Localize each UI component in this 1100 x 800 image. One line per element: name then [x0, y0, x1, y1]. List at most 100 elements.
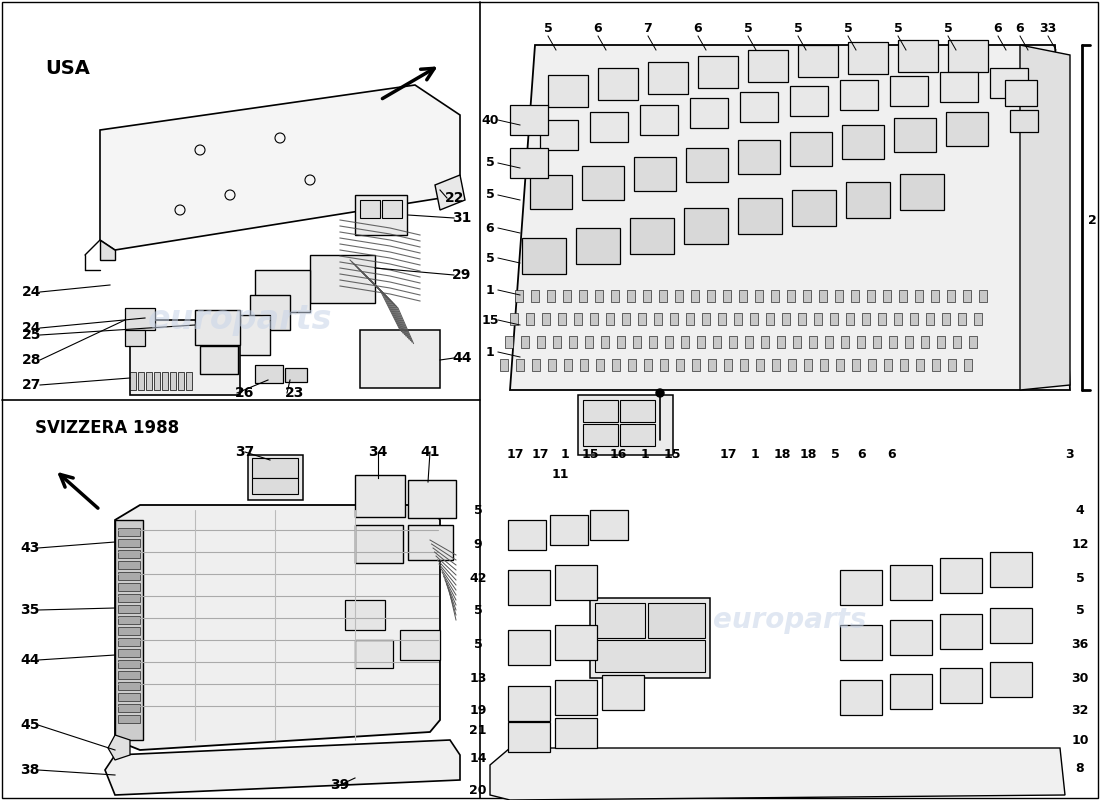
Bar: [508, 570, 550, 605]
Bar: [146, 372, 152, 390]
Bar: [250, 295, 290, 330]
Bar: [964, 359, 972, 371]
Text: 18: 18: [773, 449, 791, 462]
Bar: [803, 290, 811, 302]
Bar: [355, 195, 407, 235]
Bar: [958, 313, 966, 325]
Text: 44: 44: [20, 653, 40, 667]
Bar: [130, 372, 136, 390]
Bar: [846, 182, 890, 218]
Bar: [786, 290, 795, 302]
Bar: [310, 255, 375, 303]
Bar: [595, 640, 705, 672]
Polygon shape: [104, 740, 460, 795]
Bar: [900, 359, 908, 371]
Bar: [556, 625, 597, 660]
Bar: [756, 359, 764, 371]
Bar: [1010, 110, 1038, 132]
Bar: [808, 336, 817, 348]
Bar: [697, 336, 705, 348]
Bar: [583, 400, 618, 422]
Text: 23: 23: [285, 386, 305, 400]
Bar: [508, 630, 550, 665]
Bar: [118, 704, 140, 712]
Bar: [713, 336, 721, 348]
Text: 5: 5: [830, 449, 839, 462]
Bar: [579, 290, 587, 302]
Bar: [547, 290, 556, 302]
Bar: [118, 528, 140, 536]
Bar: [508, 520, 546, 550]
Text: 1: 1: [640, 449, 649, 462]
Bar: [530, 175, 572, 209]
Text: 5: 5: [485, 157, 494, 170]
Bar: [745, 336, 754, 348]
Bar: [788, 359, 796, 371]
Bar: [531, 290, 539, 302]
Text: 20: 20: [470, 783, 486, 797]
Polygon shape: [490, 748, 1065, 800]
Bar: [553, 336, 561, 348]
Text: 15: 15: [482, 314, 498, 326]
Bar: [894, 118, 936, 152]
Bar: [118, 649, 140, 657]
Bar: [550, 515, 588, 545]
Text: 38: 38: [20, 763, 40, 777]
Polygon shape: [1020, 45, 1070, 390]
Bar: [590, 598, 710, 678]
Bar: [684, 208, 728, 244]
Text: 32: 32: [1071, 703, 1089, 717]
Bar: [686, 313, 694, 325]
Bar: [738, 140, 780, 174]
Text: 16: 16: [609, 449, 627, 462]
Bar: [508, 722, 550, 752]
Text: 15: 15: [663, 449, 681, 462]
Bar: [408, 480, 456, 518]
Bar: [601, 336, 609, 348]
Text: europarts: europarts: [147, 303, 332, 337]
Bar: [708, 359, 716, 371]
Bar: [548, 75, 588, 107]
Text: 3: 3: [1066, 449, 1075, 462]
Bar: [649, 336, 657, 348]
Bar: [118, 638, 140, 646]
Bar: [162, 372, 168, 390]
Bar: [569, 336, 578, 348]
Bar: [851, 290, 859, 302]
Bar: [691, 290, 698, 302]
Bar: [118, 627, 140, 635]
Text: 9: 9: [474, 538, 482, 551]
Bar: [948, 40, 988, 72]
Bar: [738, 198, 782, 234]
Bar: [186, 372, 192, 390]
Text: 21: 21: [470, 723, 486, 737]
Text: 5: 5: [1076, 603, 1085, 617]
Bar: [675, 290, 683, 302]
Bar: [857, 336, 865, 348]
Bar: [118, 539, 140, 547]
Bar: [707, 290, 715, 302]
Bar: [532, 359, 540, 371]
Text: 35: 35: [20, 603, 40, 617]
Bar: [400, 630, 440, 660]
Bar: [840, 80, 878, 110]
Bar: [940, 72, 978, 102]
Bar: [118, 605, 140, 613]
Bar: [178, 372, 184, 390]
Bar: [840, 625, 882, 660]
Text: 40: 40: [482, 114, 498, 126]
Bar: [932, 359, 940, 371]
Text: 5: 5: [793, 22, 802, 34]
Text: 22: 22: [446, 191, 464, 205]
Bar: [825, 336, 833, 348]
Bar: [820, 359, 828, 371]
Bar: [606, 313, 614, 325]
Text: 30: 30: [1071, 671, 1089, 685]
Bar: [130, 320, 240, 395]
Text: 6: 6: [594, 22, 603, 34]
Polygon shape: [108, 735, 130, 760]
Bar: [638, 313, 646, 325]
Bar: [702, 313, 710, 325]
Bar: [644, 290, 651, 302]
Bar: [617, 336, 625, 348]
